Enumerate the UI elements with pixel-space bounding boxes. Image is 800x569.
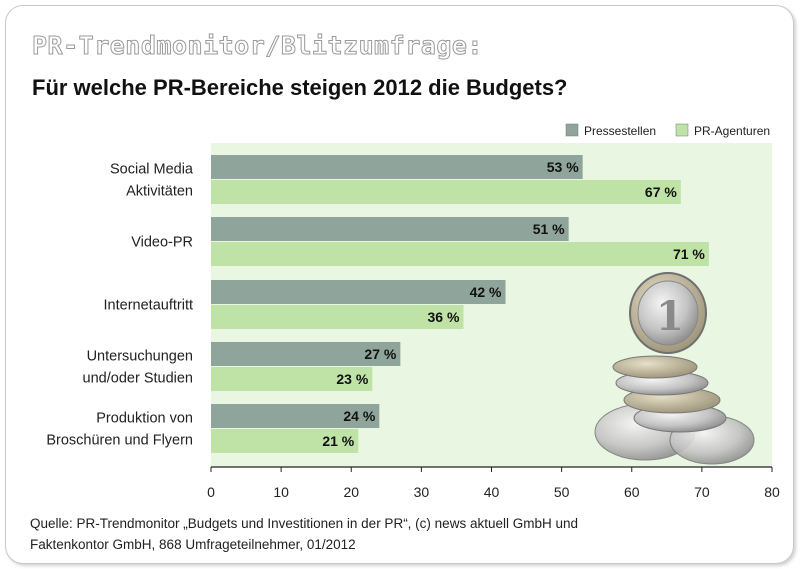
chart-title: Für welche PR-Bereiche steigen 2012 die … — [32, 75, 568, 100]
x-tick-label: 60 — [624, 484, 640, 500]
legend-swatch-pressestellen — [565, 123, 579, 137]
x-tick-label: 70 — [694, 484, 710, 500]
value-labels-layer: 53 % 67 % 51 % 71 % 42 % 36 % 27 % 23 % 24 % 21 % — [322, 159, 705, 449]
bar-pressestellen — [211, 342, 401, 366]
category-label: und/oder Studien — [83, 371, 193, 387]
source-note: Quelle: PR-Trendmonitor „Budgets und Inv… — [30, 513, 578, 555]
x-tick-label: 40 — [484, 484, 500, 500]
value-label: 53 % — [547, 159, 579, 175]
bar-agenturen — [211, 305, 464, 329]
value-label: 71 % — [673, 246, 705, 262]
bar-agenturen — [211, 367, 373, 391]
value-label: 42 % — [470, 284, 502, 300]
legend-label-agenturen: PR-Agenturen — [694, 124, 770, 138]
source-line-2: Faktenkontor GmbH, 868 Umfrageteilnehmer… — [30, 537, 356, 552]
x-axis: 0 10 20 30 40 50 60 70 80 — [207, 466, 780, 500]
bar-pressestellen — [211, 217, 569, 241]
x-tick-label: 30 — [414, 484, 430, 500]
legend-label-pressestellen: Pressestellen — [584, 124, 656, 138]
x-tick-label: 50 — [554, 484, 570, 500]
bar-chart: Pressestellen PR-Agenturen 1 53 % 67 % 51 %… — [46, 123, 780, 500]
category-label: Aktivitäten — [126, 184, 193, 200]
category-labels-layer: Social Media Aktivitäten Video-PR Interneta… — [46, 162, 194, 449]
kicker-title: PR-Trendmonitor/Blitzumfrage: — [32, 31, 484, 61]
x-tick-label: 10 — [273, 484, 289, 500]
legend: Pressestellen PR-Agenturen — [565, 123, 770, 138]
category-label: Untersuchungen — [87, 349, 193, 365]
value-label: 51 % — [533, 221, 565, 237]
category-label: Social Media — [110, 162, 194, 178]
value-label: 36 % — [428, 309, 460, 325]
coins-illustration: 1 — [594, 272, 755, 465]
bar-pressestellen — [211, 280, 506, 304]
value-label: 67 % — [645, 184, 677, 200]
value-label: 27 % — [364, 346, 396, 362]
category-label: Video-PR — [131, 235, 193, 251]
legend-swatch-agenturen — [675, 123, 689, 137]
bars-layer — [211, 155, 709, 453]
x-tick-label: 80 — [764, 484, 780, 500]
category-label: Broschüren und Flyern — [46, 433, 193, 449]
bar-agenturen — [211, 242, 709, 266]
bar-pressestellen — [211, 155, 583, 179]
bar-pressestellen — [211, 404, 380, 428]
x-tick-label: 20 — [343, 484, 359, 500]
x-tick-label: 0 — [207, 484, 215, 500]
value-label: 23 % — [336, 371, 368, 387]
svg-text:1: 1 — [656, 293, 684, 340]
category-label: Internetauftritt — [104, 298, 193, 314]
value-label: 24 % — [343, 408, 375, 424]
bar-agenturen — [211, 180, 681, 204]
category-label: Produktion von — [96, 411, 193, 427]
source-line-1: Quelle: PR-Trendmonitor „Budgets und Inv… — [30, 516, 578, 531]
bar-agenturen — [211, 429, 359, 453]
value-label: 21 % — [322, 433, 354, 449]
